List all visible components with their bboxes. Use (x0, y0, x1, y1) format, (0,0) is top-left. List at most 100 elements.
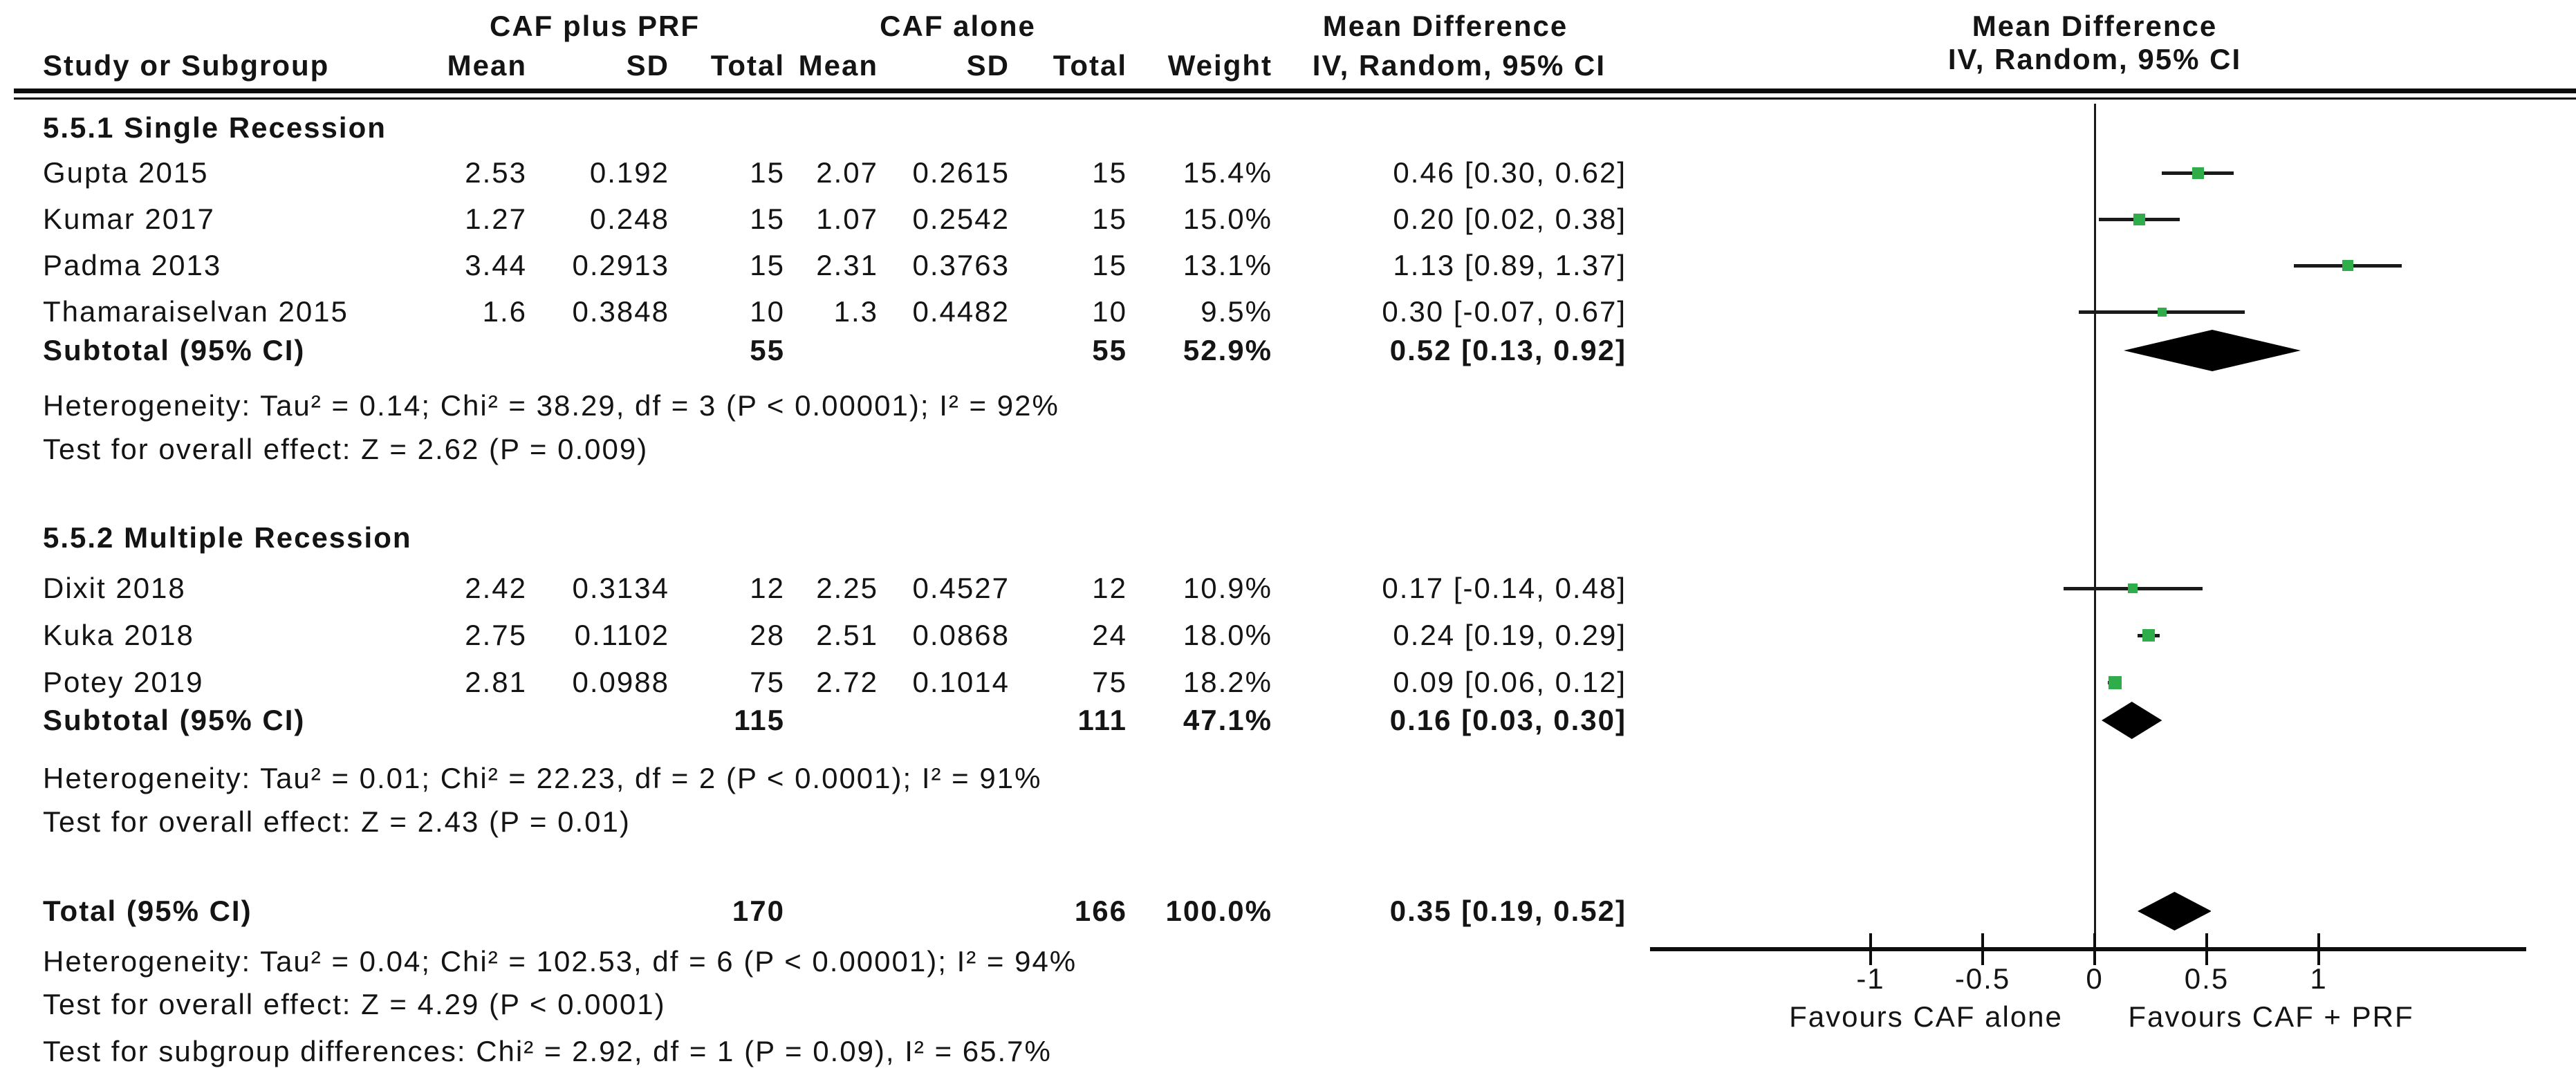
weight-cell: 100.0% (1165, 895, 1272, 927)
mean2-cell: 1.3 (833, 295, 878, 328)
col-header-iv-ci-plot: IV, Random, 95% CI (1947, 43, 2242, 75)
ci-text-cell: 0.20 [0.02, 0.38] (1393, 203, 1627, 235)
study-name-cell: Kuka 2018 (43, 619, 194, 651)
total2-cell: 15 (1092, 249, 1127, 281)
total-overall-effect-note: Test for overall effect: Z = 4.29 (P < 0… (43, 988, 666, 1020)
col-header-study: Study or Subgroup (43, 49, 330, 82)
study-name-cell: Thamaraiselvan 2015 (43, 295, 349, 328)
total1-cell: 15 (750, 203, 785, 235)
total1-cell: 15 (750, 249, 785, 281)
total1-cell: 12 (750, 572, 785, 604)
overall-effect-note: Test for overall effect: Z = 2.43 (P = 0… (43, 805, 631, 838)
sd2-cell: 0.2615 (912, 156, 1010, 189)
study-row: Gupta 2015 2.53 0.192 15 2.07 0.2615 15 15.4% 0.… (0, 150, 1627, 196)
mean2-cell: 2.31 (816, 249, 878, 281)
axis-tick-label: -0.5 (1954, 962, 2011, 995)
ci-text-cell: 0.16 [0.03, 0.30] (1389, 704, 1627, 736)
col-header-iv-ci-text: IV, Random, 95% CI (1312, 49, 1606, 82)
weight-cell: 13.1% (1183, 249, 1272, 281)
study-name-cell: Dixit 2018 (43, 572, 186, 604)
sd1-cell: 0.192 (589, 156, 669, 189)
axis-tick-label: 0 (2086, 962, 2104, 995)
x-axis-line (1650, 947, 2526, 951)
axis-tick (2093, 933, 2096, 965)
subgroup-label: 5.5.2 Multiple Recession (43, 521, 412, 554)
sd1-cell: 0.248 (589, 203, 669, 235)
mean2-cell: 2.07 (816, 156, 878, 189)
axis-tick-label: -1 (1856, 962, 1885, 995)
sd1-cell: 0.1102 (574, 619, 669, 651)
favours-left-label: Favours CAF alone (1789, 1000, 2063, 1033)
overall-effect-note: Test for overall effect: Z = 2.62 (P = 0… (43, 433, 649, 465)
header-divider-double-rule (14, 88, 2576, 100)
study-name-cell: Subtotal (95% CI) (43, 334, 306, 366)
sd2-cell: 0.1014 (912, 666, 1010, 698)
header-group1-label: CAF plus PRF (490, 10, 700, 42)
col-header-weight: Weight (1167, 49, 1272, 82)
col-header-mean1: Mean (447, 49, 527, 82)
sd2-cell: 0.2542 (912, 203, 1010, 235)
total1-cell: 170 (732, 895, 785, 927)
col-header-total1: Total (710, 49, 785, 82)
study-name-cell: Potey 2019 (43, 666, 204, 698)
axis-tick (1869, 933, 1872, 965)
study-row: Kuka 2018 2.75 0.1102 28 2.51 0.0868 24 18.0% 0.… (0, 613, 1627, 658)
study-marker-square (2108, 675, 2122, 689)
study-row: Kumar 2017 1.27 0.248 15 1.07 0.2542 15 15.0% 0.… (0, 196, 1627, 242)
study-row: Dixit 2018 2.42 0.3134 12 2.25 0.4527 12 10.9% 0… (0, 566, 1627, 611)
study-name-cell: Kumar 2017 (43, 203, 215, 235)
study-marker-square (2142, 629, 2155, 642)
study-marker-square (2192, 167, 2204, 179)
axis-tick-label: 1 (2310, 962, 2328, 995)
study-marker-square (2133, 213, 2146, 225)
study-marker-square (2342, 260, 2354, 271)
subgroup-label: 5.5.1 Single Recession (43, 111, 387, 144)
study-name-cell: Total (95% CI) (43, 895, 252, 927)
mean1-cell: 3.44 (465, 249, 527, 281)
col-header-total2: Total (1053, 49, 1127, 82)
total2-cell: 15 (1092, 156, 1127, 189)
header-group2-label: CAF alone (880, 10, 1036, 42)
study-name-cell: Gupta 2015 (43, 156, 209, 189)
sd1-cell: 0.2913 (572, 249, 669, 281)
study-row: Thamaraiselvan 2015 1.6 0.3848 10 1.3 0.4482 1… (0, 289, 1627, 335)
subtotal-diamond (2101, 702, 2162, 739)
subgroup-differences-note: Test for subgroup differences: Chi² = 2.… (43, 1035, 1052, 1067)
mean1-cell: 1.6 (482, 295, 527, 328)
total2-cell: 12 (1092, 572, 1127, 604)
sd1-cell: 0.3134 (572, 572, 669, 604)
axis-tick (1981, 933, 1984, 965)
total2-cell: 166 (1074, 895, 1127, 927)
mean2-cell: 2.25 (816, 572, 878, 604)
col-header-mean2: Mean (798, 49, 878, 82)
ci-text-cell: 0.46 [0.30, 0.62] (1393, 156, 1627, 189)
total2-cell: 24 (1092, 619, 1127, 651)
col-header-sd1: SD (626, 49, 669, 82)
mean1-cell: 2.75 (465, 619, 527, 651)
ci-text-cell: 0.52 [0.13, 0.92] (1389, 334, 1627, 366)
total2-cell: 75 (1092, 666, 1127, 698)
total-heterogeneity-note: Heterogeneity: Tau² = 0.04; Chi² = 102.5… (43, 945, 1077, 978)
study-marker-square (2128, 583, 2138, 593)
weight-cell: 15.0% (1183, 203, 1272, 235)
total1-cell: 115 (734, 704, 785, 736)
total-diamond (2137, 892, 2212, 931)
total2-cell: 15 (1092, 203, 1127, 235)
study-name-cell: Subtotal (95% CI) (43, 704, 306, 736)
ci-text-cell: 0.35 [0.19, 0.52] (1389, 895, 1627, 927)
axis-tick (2205, 933, 2208, 965)
ci-text-cell: 0.17 [-0.14, 0.48] (1382, 572, 1627, 604)
weight-cell: 47.1% (1183, 704, 1272, 736)
total2-cell: 111 (1077, 704, 1127, 736)
weight-cell: 52.9% (1183, 334, 1272, 366)
total1-cell: 75 (750, 666, 785, 698)
sd2-cell: 0.4527 (912, 572, 1010, 604)
mean1-cell: 1.27 (465, 203, 527, 235)
mean2-cell: 2.72 (816, 666, 878, 698)
mean1-cell: 2.81 (465, 666, 527, 698)
total1-cell: 15 (750, 156, 785, 189)
subtotal-row: Subtotal (95% CI) 115 111 47.1% 0.16 [0.03, … (0, 698, 1627, 743)
weight-cell: 9.5% (1201, 295, 1272, 328)
mean2-cell: 1.07 (816, 203, 878, 235)
